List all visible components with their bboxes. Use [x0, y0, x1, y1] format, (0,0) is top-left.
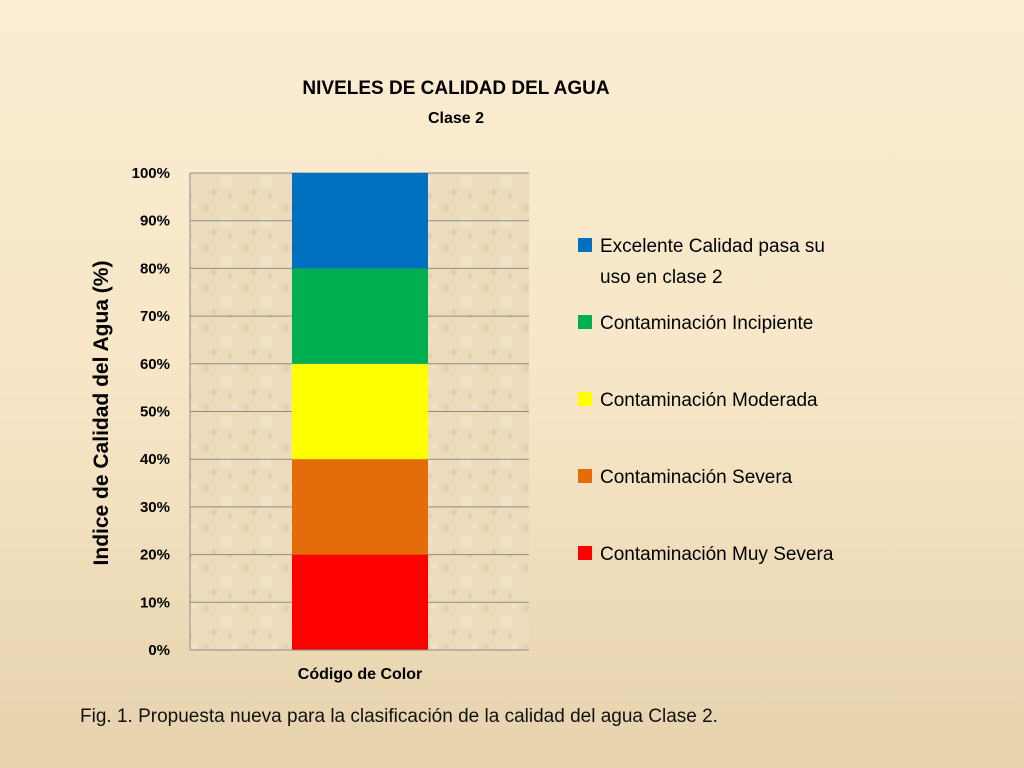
legend-label: uso en clase 2 [600, 267, 723, 288]
chart-subtitle: Clase 2 [428, 110, 484, 127]
chart: NIVELES DE CALIDAD DEL AGUA Clase 2 0% 10… [90, 78, 834, 683]
chart-title: NIVELES DE CALIDAD DEL AGUA [302, 78, 609, 99]
legend-swatch [578, 315, 592, 329]
legend-label: Contaminación Incipiente [600, 313, 813, 334]
y-tick-label: 80% [140, 260, 170, 277]
y-tick-label: 10% [140, 594, 170, 611]
y-axis-label: Indice de Calidad del Agua (%) [90, 261, 113, 566]
bar-segment [292, 459, 428, 555]
y-tick-label: 70% [140, 308, 170, 325]
y-axis-ticks: 0% 10% 20% 30% 40% 50% 60% 70% 80% 90% 100% [132, 165, 170, 659]
y-tick-label: 90% [140, 213, 170, 230]
y-tick-label: 100% [132, 165, 170, 182]
stacked-bar [292, 173, 428, 650]
legend: Excelente Calidad pasa su uso en clase 2 C… [578, 236, 834, 565]
y-tick-label: 50% [140, 404, 170, 421]
legend-swatch [578, 392, 592, 406]
bar-segment [292, 363, 428, 460]
figure-caption: Fig. 1. Propuesta nueva para la clasific… [80, 706, 718, 727]
x-axis-label: Código de Color [298, 666, 422, 683]
legend-swatch [578, 238, 592, 252]
bar-segment [292, 268, 428, 364]
bar-segment [292, 173, 428, 269]
legend-swatch [578, 546, 592, 560]
y-tick-label: 0% [148, 642, 170, 659]
y-tick-label: 30% [140, 499, 170, 516]
legend-label: Contaminación Severa [600, 467, 793, 488]
bar-segment [292, 554, 428, 650]
y-tick-label: 60% [140, 356, 170, 373]
legend-label: Contaminación Muy Severa [600, 544, 834, 565]
legend-label: Contaminación Moderada [600, 390, 818, 411]
y-tick-label: 40% [140, 451, 170, 468]
y-tick-label: 20% [140, 547, 170, 564]
legend-label: Excelente Calidad pasa su [600, 236, 825, 257]
legend-swatch [578, 469, 592, 483]
